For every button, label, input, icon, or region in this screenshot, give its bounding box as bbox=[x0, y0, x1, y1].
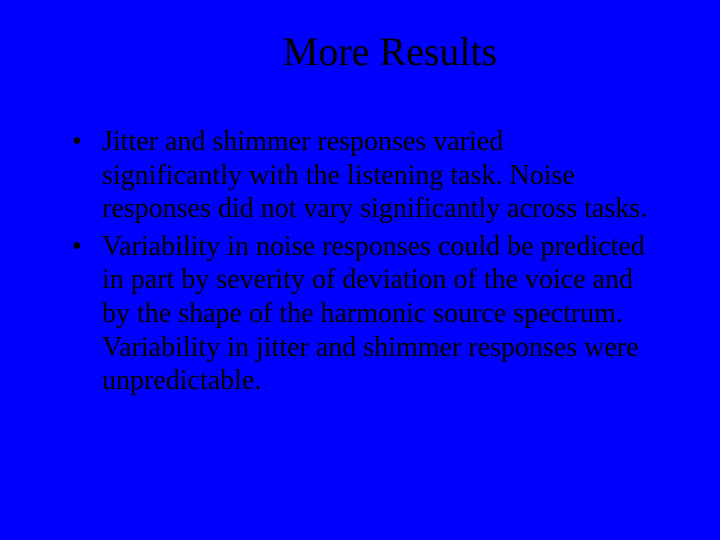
slide: More Results Jitter and shimmer response… bbox=[0, 0, 720, 540]
bullet-item: Jitter and shimmer responses varied sign… bbox=[70, 125, 650, 226]
bullet-list: Jitter and shimmer responses varied sign… bbox=[50, 125, 670, 398]
slide-title: More Results bbox=[50, 28, 670, 75]
bullet-item: Variability in noise responses could be … bbox=[70, 230, 650, 398]
